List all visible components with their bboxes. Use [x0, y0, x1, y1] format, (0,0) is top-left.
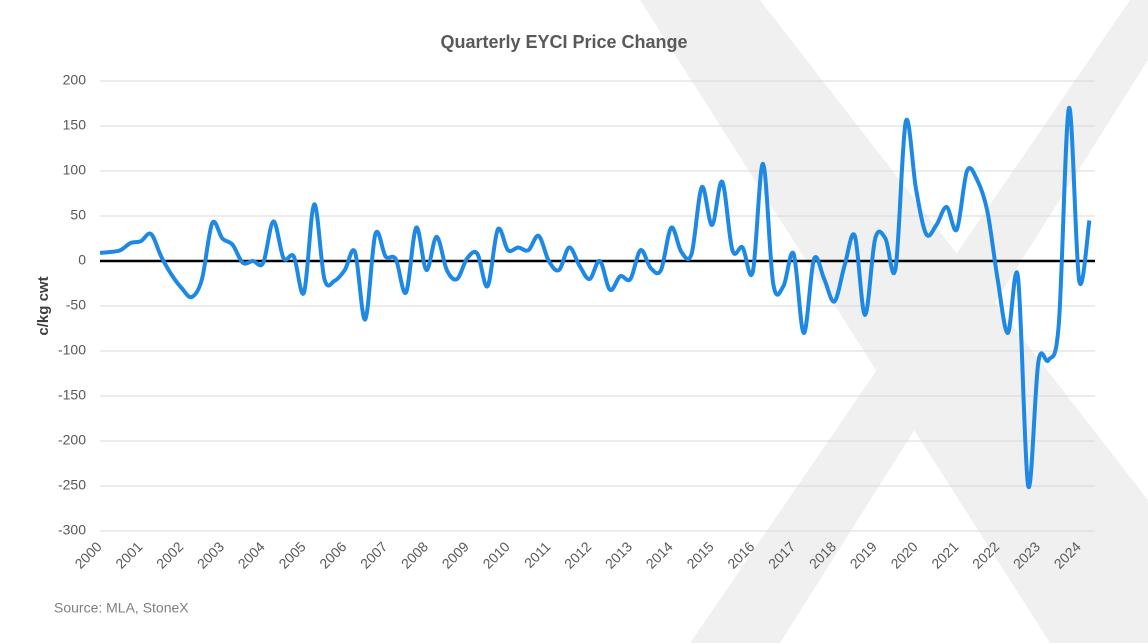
- x-tick-label: 2000: [71, 538, 104, 571]
- watermark: [640, 0, 1148, 643]
- y-tick-label: -150: [58, 387, 86, 403]
- x-tick-label: 2001: [112, 538, 145, 571]
- y-tick-label: 100: [63, 162, 87, 178]
- y-tick-label: 200: [63, 72, 87, 88]
- x-tick-label: 2009: [439, 538, 472, 571]
- source: Source: MLA, StoneX: [54, 600, 189, 616]
- x-tick-label: 2006: [316, 538, 349, 571]
- y-tick-label: 50: [70, 207, 86, 223]
- x-tick-label: 2015: [683, 538, 716, 571]
- y-tick-label: 0: [78, 252, 86, 268]
- y-tick-label: -200: [58, 432, 86, 448]
- y-axis-label: c/kg cwt: [35, 276, 52, 335]
- x-tick-label: 2005: [275, 538, 308, 571]
- y-tick-label: -300: [58, 522, 86, 538]
- line: [99, 105, 1092, 490]
- y-tick-label: -250: [58, 477, 86, 493]
- x-tick-label: 2002: [153, 538, 186, 571]
- x-tick-label: 2014: [643, 538, 676, 571]
- y-tick-label: -50: [66, 297, 86, 313]
- x-tick-label: 2021: [928, 538, 961, 571]
- x-tick-label: 2012: [561, 538, 594, 571]
- x-tick-label: 2010: [479, 538, 512, 571]
- x-tick-label: 2004: [235, 538, 268, 571]
- x-tick-label: 2020: [887, 538, 920, 571]
- x-tick-label: 2011: [521, 538, 554, 571]
- x-tick-label: 2003: [194, 538, 227, 571]
- chart-title: Quarterly EYCI Price Change: [440, 32, 687, 52]
- x-tick-label: 2019: [847, 538, 880, 571]
- x-tick-label: 2008: [398, 538, 431, 571]
- x-tick-label: 2013: [602, 538, 635, 571]
- y-tick-label: -100: [58, 342, 86, 358]
- y-tick-label: 150: [63, 117, 87, 133]
- x-tick-label: 2007: [357, 538, 390, 571]
